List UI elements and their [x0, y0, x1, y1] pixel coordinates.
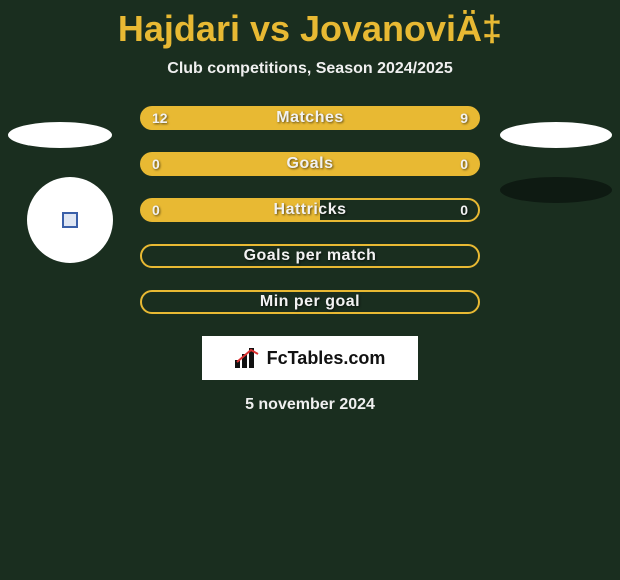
stat-left-value: 12	[152, 110, 168, 126]
stat-row-matches: 12 Matches 9	[140, 106, 480, 130]
page-title: Hajdari vs JovanoviÄ‡	[0, 0, 620, 50]
decor-oval	[500, 122, 612, 148]
stat-right-value: 9	[460, 110, 468, 126]
stat-label: Goals per match	[244, 247, 377, 265]
stat-label: Matches	[276, 109, 344, 127]
player-badge	[27, 177, 113, 263]
decor-oval	[500, 177, 612, 203]
stat-label: Goals	[287, 155, 334, 173]
page-subtitle: Club competitions, Season 2024/2025	[0, 60, 620, 78]
branding-text: FcTables.com	[267, 348, 386, 369]
stat-row-goals-per-match: Goals per match	[140, 244, 480, 268]
date-stamp: 5 november 2024	[0, 396, 620, 414]
stat-right-value: 0	[460, 202, 468, 218]
stat-row-hattricks: 0 Hattricks 0	[140, 198, 480, 222]
stats-rows: 12 Matches 9 0 Goals 0 0 Hattricks 0 Goa…	[140, 106, 480, 314]
decor-oval	[8, 122, 112, 148]
stat-label: Min per goal	[260, 293, 360, 311]
stat-left-value: 0	[152, 156, 160, 172]
stat-right-value: 0	[460, 156, 468, 172]
branding-banner[interactable]: FcTables.com	[202, 336, 418, 380]
fctables-logo-icon	[235, 348, 261, 368]
stat-left-value: 0	[152, 202, 160, 218]
image-placeholder-icon	[62, 212, 78, 228]
stat-row-min-per-goal: Min per goal	[140, 290, 480, 314]
stat-label: Hattricks	[274, 201, 347, 219]
stat-row-goals: 0 Goals 0	[140, 152, 480, 176]
